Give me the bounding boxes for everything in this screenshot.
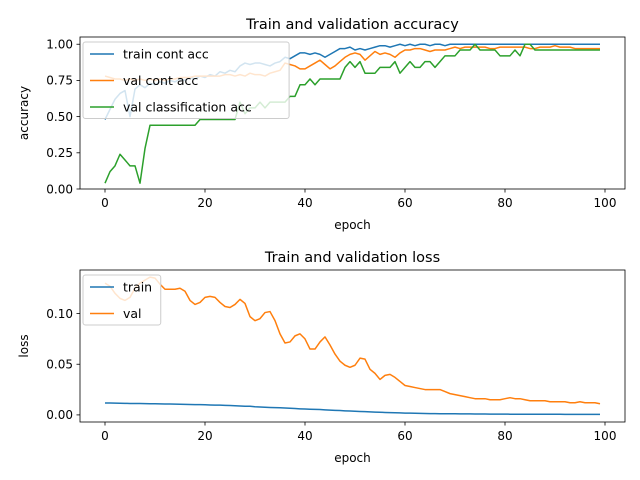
legend-entry-label: val cont acc	[123, 73, 198, 88]
y-tick-label: 0.05	[46, 358, 73, 372]
x-tick-label: 60	[397, 196, 412, 210]
series-line-loss-0	[104, 402, 600, 416]
y-tick-label: 0.10	[46, 307, 73, 321]
legend-box	[82, 41, 290, 119]
accuracy-chart: 0 20 40 60 80 100 0.00 0.25 0.50 0.75 1.00 Train an…	[17, 17, 626, 232]
legend-entry-label: train	[123, 280, 152, 295]
x-tick-label: 0	[101, 196, 109, 210]
x-tick-label: 20	[197, 196, 212, 210]
x-axis-label: epoch	[334, 451, 371, 465]
legend-entry-label: train cont acc	[123, 47, 209, 62]
plot-frame	[79, 36, 626, 190]
y-tick-label: 0.25	[46, 146, 73, 160]
y-tick-label: 0.00	[46, 408, 73, 422]
y-tick-label: 0.00	[46, 182, 73, 196]
chart-title: Train and validation loss	[264, 250, 440, 266]
x-tick-label: 80	[497, 196, 512, 210]
x-tick-label: 0	[101, 429, 109, 443]
plot-frame	[79, 269, 626, 423]
chart-title: Train and validation accuracy	[245, 17, 459, 33]
legend-entry-label: val	[123, 306, 142, 321]
y-tick-label: 0.50	[46, 110, 73, 124]
x-tick-label: 40	[297, 429, 312, 443]
y-axis-label: loss	[17, 334, 31, 357]
loss-chart: 0 20 40 60 80 100 0.00 0.05 0.10 Train and valida…	[17, 250, 626, 465]
x-tick-label: 100	[594, 196, 617, 210]
y-tick-label: 0.75	[46, 74, 73, 88]
x-tick-label: 40	[297, 196, 312, 210]
series-line-loss-1	[104, 276, 601, 405]
legend: train cont acc val cont acc val classifica…	[82, 41, 290, 119]
x-tick-label: 20	[197, 429, 212, 443]
x-tick-label: 80	[497, 429, 512, 443]
x-axis-label: epoch	[334, 218, 371, 232]
series-line-acc-2	[104, 43, 600, 184]
legend: train val	[82, 274, 162, 326]
y-axis-label: accuracy	[17, 86, 31, 140]
y-tick-label: 1.00	[46, 38, 73, 52]
x-tick-label: 100	[594, 429, 617, 443]
legend-entry-label: val classification acc	[123, 100, 252, 115]
x-tick-label: 60	[397, 429, 412, 443]
